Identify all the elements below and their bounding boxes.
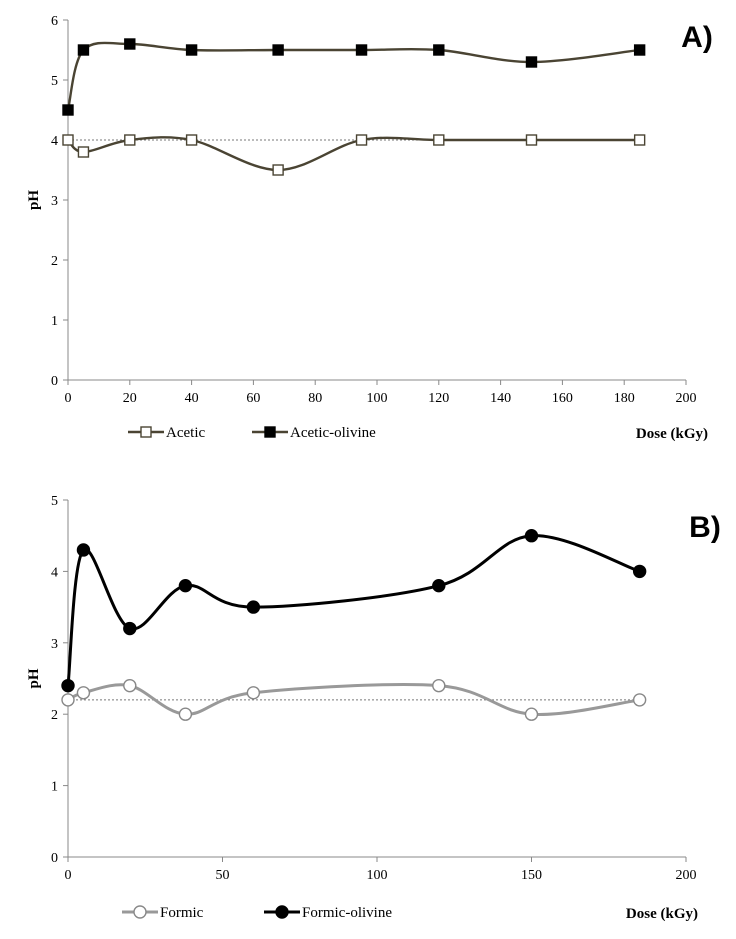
y-axis-title: pH [26,668,42,688]
data-point-acetic [124,134,136,146]
y-tick-label: 1 [51,780,58,795]
data-point-acetic [77,146,90,158]
data-point-formic-olivine [246,600,261,614]
y-tick-label: 0 [51,374,58,389]
y-tick-label: 4 [51,134,58,149]
data-point-formic [123,678,137,693]
data-point-acetic-olivine [185,44,198,56]
legend-marker [140,426,152,438]
y-tick-label: 5 [51,494,58,509]
y-tick-label: 3 [51,194,58,209]
x-tick-label: 100 [367,391,388,406]
x-tick-label: 180 [614,391,635,406]
data-point-acetic [272,164,284,176]
data-point-formic [76,686,91,700]
x-tick-label: 60 [246,391,260,406]
data-point-acetic-olivine [62,104,74,116]
data-point-acetic-olivine [633,44,646,56]
data-point-formic [632,693,647,707]
x-axis-title: Dose (kGy) [626,906,698,922]
data-point-formic [61,693,75,707]
legend-label: Formic-olivine [302,905,392,921]
x-tick-label: 160 [552,391,573,406]
legend-marker [264,426,276,438]
legend-label: Acetic-olivine [290,425,376,441]
data-point-acetic-olivine [355,44,368,56]
x-tick-label: 40 [185,391,199,406]
data-point-acetic [633,134,646,146]
x-axis-title: Dose (kGy) [636,426,708,442]
y-tick-label: 2 [51,708,58,723]
data-point-formic-olivine [76,543,91,557]
data-point-formic-olivine [178,578,193,593]
data-point-formic-olivine [123,621,137,636]
data-point-formic [178,707,193,721]
panel-label: A) [681,21,713,54]
series-line-acetic [67,136,640,172]
data-point-formic-olivine [61,678,75,693]
x-tick-label: 200 [676,391,697,406]
data-point-acetic-olivine [272,44,284,56]
data-point-acetic-olivine [525,56,538,68]
data-point-acetic [433,134,445,146]
data-point-formic-olivine [632,564,647,579]
legend-marker [133,905,147,919]
data-point-formic-olivine [432,578,446,593]
data-point-formic [432,678,446,693]
x-tick-label: 200 [676,868,697,883]
legend-label: Acetic [166,425,205,441]
y-tick-label: 0 [51,851,58,866]
data-point-acetic-olivine [77,44,90,56]
y-axis-title: pH [26,190,42,210]
x-tick-label: 20 [123,391,137,406]
series-line-formic-olivine [66,534,641,686]
data-point-formic-olivine [524,529,539,543]
data-point-acetic [525,134,538,146]
x-tick-label: 80 [308,391,322,406]
data-point-acetic-olivine [124,38,136,50]
legend-marker [275,905,289,919]
y-tick-label: 1 [51,314,58,329]
data-point-acetic [355,134,368,146]
x-tick-label: 120 [428,391,449,406]
data-point-acetic-olivine [433,44,445,56]
y-tick-label: 3 [51,637,58,652]
x-tick-label: 50 [216,868,230,883]
data-point-acetic [185,134,198,146]
x-tick-label: 100 [367,868,388,883]
y-tick-label: 6 [51,14,58,29]
legend-label: Formic [160,905,204,921]
x-tick-label: 0 [65,868,72,883]
x-tick-label: 0 [65,391,72,406]
series-line-acetic-olivine [66,41,640,111]
data-point-formic [524,707,539,721]
panel-label: B) [689,511,721,544]
x-tick-label: 150 [521,868,542,883]
data-point-formic [246,686,261,700]
x-tick-label: 140 [490,391,511,406]
y-tick-label: 4 [51,565,58,580]
data-point-acetic [62,134,74,146]
y-tick-label: 2 [51,254,58,269]
y-tick-label: 5 [51,74,58,89]
